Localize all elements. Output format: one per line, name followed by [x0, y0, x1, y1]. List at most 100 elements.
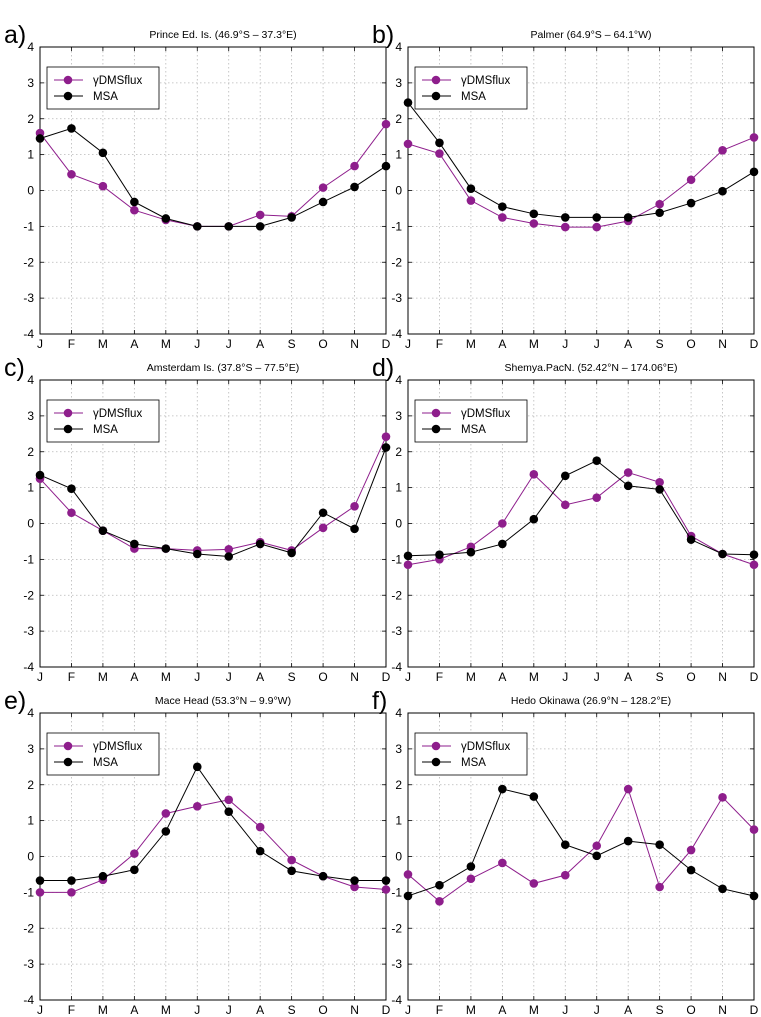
data-point — [592, 493, 602, 502]
data-point — [592, 456, 602, 466]
series-msa — [403, 456, 759, 561]
data-point — [350, 524, 359, 534]
data-point — [498, 213, 507, 222]
x-tick-label: S — [656, 670, 664, 684]
data-point — [130, 197, 139, 207]
x-tick-label: M — [466, 670, 476, 684]
y-tick-label: -3 — [23, 624, 34, 638]
y-tick-label: 2 — [395, 445, 402, 459]
data-point — [67, 484, 76, 494]
x-tick-label: J — [226, 670, 232, 684]
data-point — [435, 897, 444, 906]
chart-title: Prince Ed. Is. (46.9°S – 37.3°E) — [149, 29, 296, 41]
series-dmsflux — [403, 784, 759, 906]
y-tick-label: 1 — [395, 814, 402, 828]
data-point — [350, 161, 359, 171]
x-tick-label: S — [288, 670, 296, 684]
y-tick-label: -2 — [23, 255, 34, 269]
data-point — [381, 443, 391, 452]
x-tick-label: A — [624, 337, 632, 351]
data-point — [318, 508, 328, 518]
data-point — [466, 196, 476, 205]
data-point — [686, 175, 696, 185]
y-tick-label: -2 — [23, 588, 34, 602]
x-tick-label: O — [686, 670, 695, 684]
y-tick-label: 4 — [27, 40, 34, 54]
panel-label: f) — [372, 687, 387, 715]
legend-label: MSA — [93, 91, 118, 103]
x-tick-label: J — [226, 337, 232, 351]
data-point — [686, 535, 696, 544]
data-point — [35, 470, 45, 480]
y-tick-label: -3 — [391, 957, 402, 971]
data-point — [130, 849, 139, 858]
data-point — [35, 134, 45, 143]
data-point — [318, 871, 328, 881]
data-point — [67, 170, 76, 179]
series-line — [407, 102, 755, 218]
legend-label: MSA — [461, 91, 486, 103]
data-point — [98, 181, 108, 191]
data-point — [498, 784, 507, 794]
data-point — [161, 827, 171, 836]
legend-label: MSA — [93, 757, 118, 769]
ticks — [39, 46, 387, 335]
plot-frame — [39, 46, 387, 335]
data-point — [98, 148, 108, 158]
x-tick-label: N — [350, 1003, 359, 1017]
data-point — [381, 119, 391, 129]
data-point — [623, 836, 633, 846]
x-tick-label: J — [405, 337, 411, 351]
x-tick-label: N — [350, 337, 359, 351]
series-line — [40, 765, 386, 882]
chart-title: Palmer (64.9°S – 64.1°W) — [530, 29, 651, 41]
y-tick-label: 1 — [27, 148, 34, 162]
grid — [408, 713, 754, 1000]
series-line — [39, 127, 387, 227]
legend-swatch-marker — [431, 408, 441, 418]
chart-title: Amsterdam Is. (37.8°S – 77.5°E) — [147, 362, 300, 374]
data-point — [498, 858, 507, 868]
legend-label: γDMSflux — [93, 408, 142, 420]
data-point — [224, 222, 234, 231]
legend: γDMSflux MSA — [414, 66, 528, 110]
legend-swatch-marker — [63, 408, 73, 418]
data-point — [466, 184, 476, 194]
data-point — [560, 500, 570, 510]
data-point — [318, 183, 328, 192]
y-tick-label: -4 — [391, 327, 402, 341]
x-tick-label: F — [436, 670, 443, 684]
y-tick-label: -2 — [23, 921, 34, 935]
x-tick-label: M — [529, 670, 539, 684]
x-tick-label: J — [594, 337, 600, 351]
plot-frame — [407, 712, 755, 1001]
series-msa — [35, 443, 391, 561]
data-point — [403, 139, 413, 149]
x-tick-label: J — [405, 670, 411, 684]
data-point — [435, 138, 444, 148]
legend-box — [46, 732, 160, 776]
series-msa — [35, 762, 391, 885]
data-point — [381, 885, 391, 894]
y-tick-label: 3 — [395, 409, 402, 423]
data-point — [529, 514, 539, 524]
y-tick-label: -3 — [391, 624, 402, 638]
grid — [40, 713, 386, 1000]
panel-label: a) — [4, 21, 26, 49]
data-point — [67, 888, 76, 897]
y-tick-label: 1 — [395, 148, 402, 162]
y-tick-label: 0 — [395, 850, 402, 864]
y-tick-label: -4 — [23, 660, 34, 674]
y-tick-label: 1 — [27, 814, 34, 828]
data-point — [192, 801, 202, 811]
data-point — [350, 882, 359, 892]
x-tick-label: M — [466, 1003, 476, 1017]
y-tick-label: -4 — [23, 993, 34, 1007]
y-tick-label: 3 — [27, 742, 34, 756]
legend-label: γDMSflux — [461, 741, 510, 753]
data-point — [749, 133, 759, 142]
data-point — [718, 793, 727, 802]
y-tick-label: 0 — [395, 184, 402, 198]
x-tick-label: M — [529, 337, 539, 351]
y-tick-label: 0 — [395, 517, 402, 531]
